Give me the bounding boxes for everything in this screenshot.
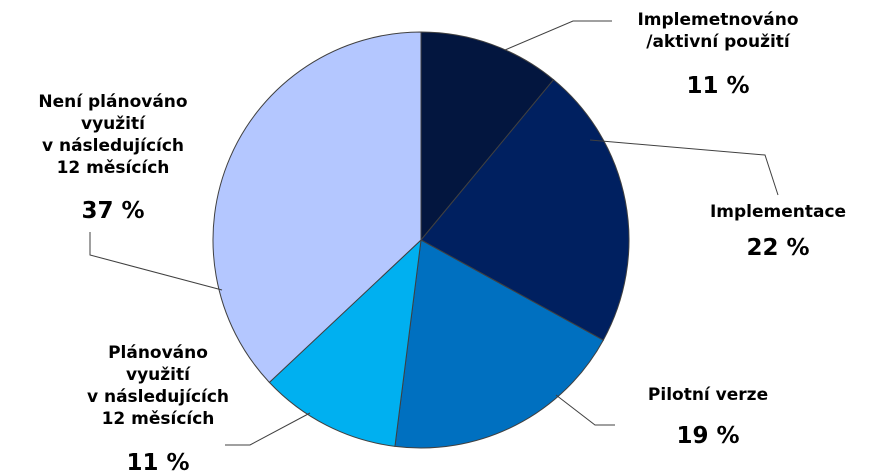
leader-line-5 <box>89 232 223 291</box>
leader-line-2 <box>589 139 779 196</box>
category-label-2: Implementace <box>710 202 846 222</box>
category-label-1: Implemetnováno/aktivní použití <box>637 10 798 52</box>
slice-labels: Implemetnováno/aktivní použití 11 % Implem… <box>38 10 846 472</box>
category-label-5: Není plánováno využití v následujících 12 m… <box>38 92 187 178</box>
value-label-3: 19 % <box>676 423 739 449</box>
pie-slice-5 <box>212 31 422 384</box>
pie-slice-2 <box>420 79 630 341</box>
pie-slices <box>212 31 630 449</box>
pie-slice-1 <box>420 31 555 242</box>
category-label-3: Pilotní verze <box>648 385 768 405</box>
leader-line-3 <box>555 394 615 426</box>
pie-slice-3 <box>394 239 604 449</box>
leader-line-1 <box>504 20 612 51</box>
value-label-4: 11 % <box>126 450 189 472</box>
pie-slice-4 <box>268 238 422 447</box>
category-label-4: Plánováno využití v následujících 12 měsící… <box>87 343 229 429</box>
value-label-5: 37 % <box>81 198 144 224</box>
leader-lines <box>89 20 779 446</box>
leader-line-4 <box>225 412 311 446</box>
value-label-2: 22 % <box>746 235 809 261</box>
value-label-1: 11 % <box>686 73 749 99</box>
